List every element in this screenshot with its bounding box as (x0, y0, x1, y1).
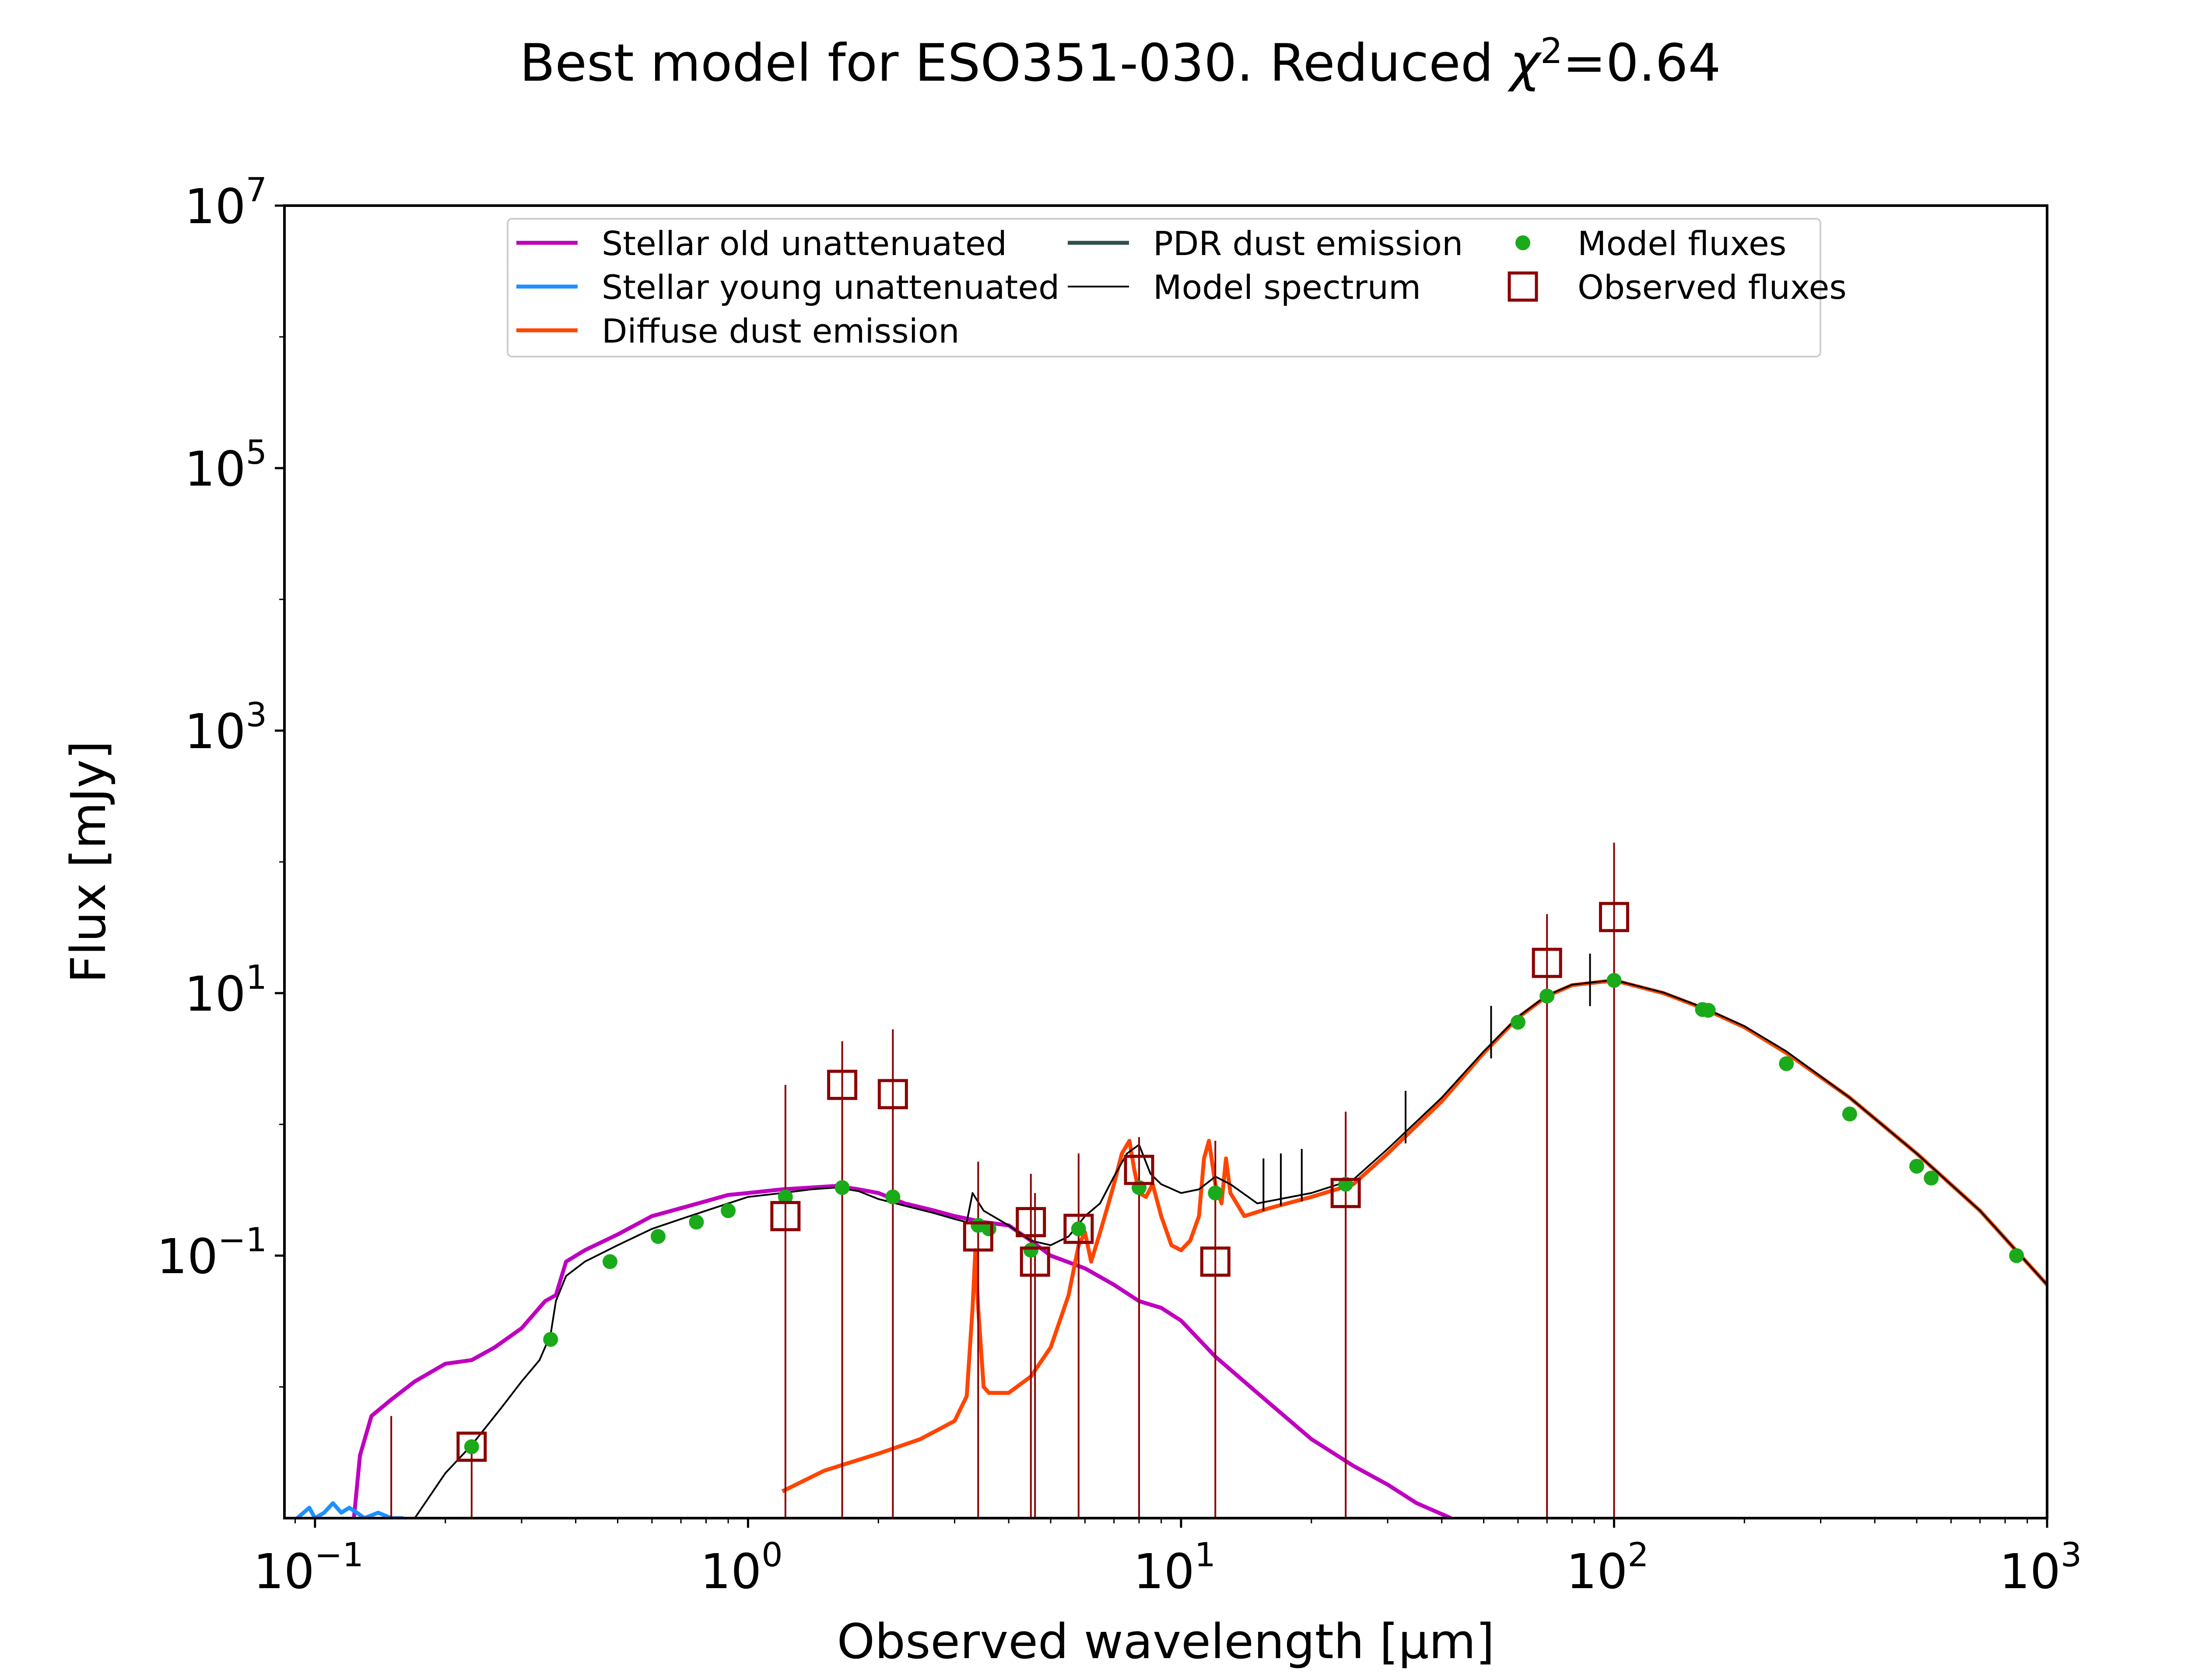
observed-flux-point (770, 1201, 801, 1232)
observed-flux-point (1020, 1246, 1050, 1277)
observed-flux-point (877, 1079, 908, 1110)
title-value: =0.64 (1562, 32, 1721, 93)
model-flux-point (721, 1203, 736, 1218)
legend-swatch (1508, 271, 1538, 302)
plot-frame (283, 204, 2048, 1519)
model-flux-point (602, 1254, 617, 1269)
model-flux-point (1779, 1056, 1794, 1071)
legend-label: Diffuse dust emission (602, 312, 960, 350)
legend-item-stellar-young-unattenuated: Stellar young unattenuated (516, 268, 1059, 307)
model-flux-point (1924, 1170, 1939, 1186)
legend-item-diffuse-dust-emission: Diffuse dust emission (516, 312, 960, 350)
x-tick-label: 101 (1133, 1535, 1216, 1600)
observed-flux-point (1063, 1214, 1094, 1244)
legend-label: Model fluxes (1578, 224, 1786, 263)
observed-flux-point (827, 1070, 858, 1100)
model-flux-point (1539, 988, 1555, 1004)
observed-flux-point (1532, 948, 1562, 978)
model-flux-point (650, 1229, 666, 1244)
model-flux-point (885, 1189, 901, 1204)
chart-title: Best model for ESO351-030. Reduced χ2=0.… (0, 31, 2188, 93)
model-flux-point (1023, 1242, 1038, 1258)
y-tick-label: 101 (185, 958, 267, 1022)
y-tick-label: 105 (185, 433, 267, 497)
x-tick-label: 10−1 (253, 1535, 364, 1600)
model-flux-point (1510, 1015, 1525, 1030)
y-tick-label: 107 (185, 170, 267, 234)
series-line-diffuse-dust-emission (781, 978, 2047, 1493)
legend-box (507, 218, 1821, 357)
observed-flux-point (1016, 1207, 1046, 1237)
observed-flux-point (1200, 1246, 1231, 1277)
legend-swatch (1515, 235, 1530, 250)
model-flux-point (1208, 1185, 1223, 1200)
legend-item-pdr-dust-emission: PDR dust emission (1068, 224, 1463, 263)
legend-label: Stellar young unattenuated (602, 268, 1059, 307)
model-flux-point (1701, 1003, 1716, 1018)
title-chi: χ (1510, 32, 1541, 93)
observed-flux-point (1599, 902, 1629, 932)
legend-item-stellar-old-unattenuated: Stellar old unattenuated (516, 224, 1007, 263)
y-tick-label: 103 (185, 695, 267, 760)
model-flux-point (1909, 1158, 1925, 1174)
series-line-model-spectrum (414, 979, 2047, 1518)
x-tick-label: 102 (1566, 1535, 1648, 1600)
legend-label: Stellar old unattenuated (602, 224, 1007, 263)
model-flux-point (543, 1332, 558, 1347)
series-line-stellar-old-unattenuated (352, 1184, 1452, 1518)
legend-label: Model spectrum (1153, 268, 1421, 307)
legend-item-observed-fluxes: Observed fluxes (1508, 268, 1847, 307)
model-flux-point (1606, 973, 1622, 988)
observed-flux-point (456, 1432, 487, 1462)
legend-label: PDR dust emission (1153, 224, 1463, 263)
x-axis-label: Observed wavelength [μm] (837, 1614, 1495, 1670)
y-axis-label: Flux [mJy] (60, 741, 116, 983)
model-flux-point (778, 1189, 793, 1204)
observed-flux-point (1330, 1178, 1361, 1208)
model-flux-point (689, 1214, 704, 1230)
legend-label: Observed fluxes (1578, 268, 1847, 307)
legend-item-model-fluxes: Model fluxes (1515, 224, 1786, 263)
model-flux-point (2009, 1248, 2024, 1263)
title-prefix: Best model for ESO351-030. Reduced (519, 32, 1510, 93)
x-tick-label: 100 (700, 1535, 782, 1600)
legend-item-model-spectrum: Model spectrum (1068, 268, 1421, 307)
title-exponent: 2 (1540, 31, 1563, 71)
model-flux-point (464, 1439, 479, 1454)
observed-flux-point (1124, 1155, 1154, 1185)
x-tick-label: 103 (1999, 1535, 2082, 1600)
observed-flux-point (963, 1221, 993, 1252)
model-flux-point (1842, 1106, 1857, 1122)
model-flux-point (835, 1180, 850, 1195)
y-tick-label: 10−1 (157, 1220, 267, 1284)
series-line-stellar-young-unattenuated (296, 1501, 403, 1518)
model-flux-point (1071, 1221, 1086, 1236)
